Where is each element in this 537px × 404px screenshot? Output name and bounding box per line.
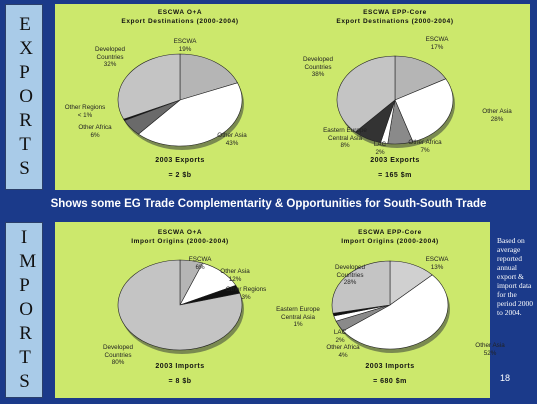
- chart-subtitle: Import Origins (2000-2004): [341, 238, 439, 245]
- slice-label: LAC 2%: [357, 141, 403, 156]
- pie-slice: [342, 274, 449, 350]
- slice-label: Other Africa 7%: [402, 139, 448, 154]
- banner: Shows some EG Trade Complementarity & Op…: [50, 198, 487, 210]
- value-label: 28%: [490, 115, 504, 123]
- slice-label: ESCWA 19%: [162, 38, 208, 53]
- category-label: Other Africa: [326, 344, 360, 351]
- value-label: 38%: [311, 71, 325, 78]
- slice-label: Other Asia 28%: [474, 108, 520, 123]
- slice-label: Other Regions < 1%: [62, 104, 108, 119]
- category-label: ESCWA: [425, 256, 449, 263]
- annotation: = 2 $b: [168, 172, 192, 179]
- value-label: 13%: [430, 263, 444, 271]
- slice-label: ESCWA 17%: [414, 36, 460, 51]
- slice-label: Eastern Europe Central Asia 1%: [275, 306, 321, 329]
- category-label: Other Asia: [220, 268, 250, 275]
- value-label: 2%: [335, 336, 345, 344]
- category-label: Eastern Europe Central Asia: [323, 127, 367, 142]
- category-label: Developed Countries: [302, 56, 334, 71]
- value-label: 32%: [103, 61, 117, 68]
- category-label: Developed Countries: [94, 46, 126, 61]
- pie-slice: [394, 78, 454, 143]
- slice-label: Other Asia 12%: [212, 268, 258, 283]
- chart-subtitle: Export Destinations (2000-2004): [336, 18, 454, 25]
- pie-slice: [336, 55, 396, 133]
- annotation: 2003 Exports: [370, 157, 420, 164]
- category-label: Other Regions: [225, 286, 267, 293]
- value-label: 17%: [430, 43, 444, 51]
- category-label: ESCWA: [188, 256, 212, 263]
- category-label: Other Asia: [475, 342, 505, 349]
- value-label: 43%: [225, 139, 239, 147]
- annotation: 2003 Exports: [155, 157, 205, 164]
- annotation: = 8 $b: [168, 378, 192, 385]
- category-label: Other Africa: [78, 124, 112, 131]
- slice-label: ESCWA 6%: [177, 256, 223, 271]
- value-label: 19%: [178, 45, 192, 53]
- pie-slice: [179, 53, 238, 101]
- category-label: Other Regions: [64, 104, 106, 111]
- slice-label: Other Regions 3%: [223, 286, 269, 301]
- category-label: ESCWA: [425, 36, 449, 43]
- value-label: 6%: [90, 131, 100, 139]
- category-label: LAC: [373, 141, 387, 148]
- category-label: Other Asia: [482, 108, 512, 115]
- page-number: 18: [500, 373, 511, 383]
- pie-slice: [331, 260, 391, 314]
- value-label: 6%: [195, 263, 205, 271]
- category-label: Developed Countries: [102, 344, 134, 359]
- value-label: 7%: [420, 146, 430, 154]
- slice-label: Other Asia 52%: [467, 342, 513, 357]
- pie-slice: [117, 259, 243, 351]
- value-label: 2%: [375, 148, 385, 156]
- category-label: Eastern Europe Central Asia: [276, 306, 320, 321]
- value-label: 12%: [228, 275, 242, 283]
- slice-label: ESCWA 13%: [414, 256, 460, 271]
- annotation: 2003 Imports: [155, 363, 205, 370]
- pie-slice: [117, 53, 181, 120]
- pie-slice: [137, 82, 243, 147]
- chart-subtitle: Export Destinations (2000-2004): [121, 18, 239, 25]
- annotation: 2003 Imports: [365, 363, 415, 370]
- chart-subtitle: Import Origins (2000-2004): [131, 238, 229, 245]
- slice-label: LAC 2%: [317, 329, 363, 344]
- slice-label: Other Africa 6%: [72, 124, 118, 139]
- category-label: Developed Countries: [334, 264, 366, 279]
- side-note: Based on average reported annual export …: [497, 236, 534, 317]
- slice-label: Eastern Europe Central Asia 8%: [322, 127, 368, 150]
- slice-label: Other Africa 4%: [320, 344, 366, 359]
- category-label: ESCWA: [173, 38, 197, 45]
- value-label: 3%: [241, 293, 251, 301]
- chart-title: ESCWA O+A: [157, 9, 203, 16]
- value-label: 1%: [293, 321, 303, 328]
- category-label: Other Africa: [408, 139, 442, 146]
- slice-label: Other Asia 43%: [209, 132, 255, 147]
- chart-title: ESCWA EPP-Core: [363, 9, 427, 16]
- value-label: < 1%: [77, 111, 93, 119]
- side-box: EXPORTS: [5, 4, 43, 190]
- slice-label: Developed Countries 80%: [95, 344, 141, 367]
- slice-label: Developed Countries 28%: [327, 264, 373, 287]
- annotation: = 165 $m: [378, 172, 412, 179]
- value-label: 28%: [343, 279, 357, 286]
- value-label: 52%: [483, 349, 497, 357]
- slice-label: Developed Countries 38%: [295, 56, 341, 79]
- chart-title: ESCWA O+A: [157, 229, 203, 236]
- value-label: 4%: [338, 351, 348, 359]
- category-label: Other Asia: [217, 132, 247, 139]
- slice-label: Developed Countries 32%: [87, 46, 133, 69]
- chart-title: ESCWA EPP-Core: [358, 229, 422, 236]
- value-label: 80%: [111, 359, 125, 366]
- annotation: = 680 $m: [373, 378, 407, 385]
- value-label: 8%: [340, 142, 350, 149]
- side-box: IMPORTS: [5, 222, 43, 398]
- category-label: LAC: [333, 329, 347, 336]
- pie-slice: [394, 55, 447, 101]
